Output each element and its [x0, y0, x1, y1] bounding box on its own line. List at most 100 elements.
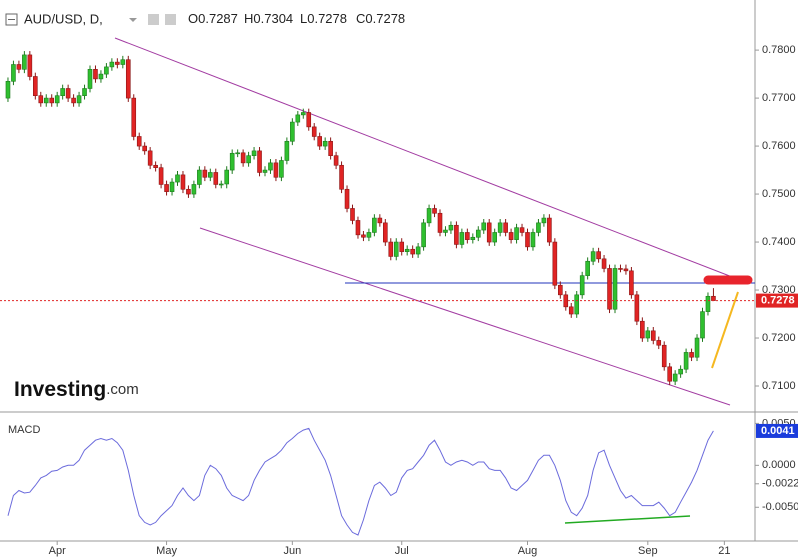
candle-body [404, 248, 410, 252]
candle-body [410, 248, 415, 255]
y-tick-label: 0.7200 [762, 332, 796, 344]
candle-body [125, 59, 131, 99]
candle-body [667, 366, 672, 382]
candle-body [27, 54, 33, 77]
macd-value-label: 0.0041 [761, 425, 795, 437]
candle-body [640, 320, 645, 339]
gear-icon[interactable] [165, 14, 176, 25]
y-tick-label: 0.7500 [762, 188, 796, 200]
candle-body [497, 222, 503, 233]
candle-body [191, 184, 197, 195]
candle-body [33, 76, 38, 96]
candle-body [372, 217, 377, 233]
x-tick-label: Sep [638, 545, 658, 557]
candle-body [279, 160, 284, 178]
candle-body [700, 311, 705, 339]
candle-body [115, 61, 120, 65]
x-tick-label: Aug [518, 545, 538, 557]
candle-body [623, 268, 629, 272]
candle-body [306, 112, 312, 128]
candle-body [492, 232, 497, 243]
candle-body [393, 241, 399, 257]
symbol-title: AUD/USD, D, [24, 11, 103, 26]
candle-body [153, 164, 158, 168]
candle-body [268, 162, 273, 171]
candle-body [104, 66, 109, 75]
candle-body [661, 344, 667, 368]
candle-body [109, 61, 115, 68]
collapse-icon[interactable] [5, 13, 18, 26]
macd-line [7, 427, 714, 536]
candle-body [120, 59, 126, 65]
y-tick-label: 0.7300 [762, 284, 796, 296]
candle-body [5, 80, 11, 99]
candle-body [235, 152, 240, 155]
candle-body [503, 222, 508, 233]
candle-body [344, 188, 350, 209]
candle-body [481, 222, 487, 231]
candle-body [49, 97, 55, 104]
ohlc-letter: C [356, 11, 365, 26]
candle-body [486, 222, 492, 243]
candle-body [530, 232, 536, 248]
candle-body [437, 212, 443, 233]
ohlc-readout: O0.7287 H0.7304 L0.7278 C0.7278 [188, 11, 405, 26]
candle-body [415, 246, 421, 255]
y-tick-label: 0.7400 [762, 236, 796, 248]
x-tick-label: 21 [718, 545, 730, 557]
candle-body [131, 97, 137, 137]
candle-body [38, 95, 44, 104]
candle-body [459, 232, 465, 245]
candle-body [328, 140, 333, 156]
x-tick-label: Jul [395, 545, 409, 557]
candle-body [65, 88, 71, 99]
candle-body [618, 268, 623, 270]
candle-body [519, 227, 525, 233]
candle-body [213, 172, 219, 185]
candle-body [612, 268, 618, 310]
candle-body [629, 270, 634, 296]
ohlc-letter: L [300, 11, 307, 26]
ohlc-item: H0.7304 [244, 11, 293, 26]
candle-body [585, 260, 590, 276]
candle-body [432, 208, 437, 214]
candle-body [634, 294, 640, 322]
candle-body [339, 164, 344, 190]
candle-body [443, 229, 448, 233]
candle-body [333, 155, 339, 166]
candle-body [262, 169, 268, 173]
candle-body [601, 258, 607, 269]
candle-body [694, 337, 700, 358]
candle-body [421, 222, 426, 248]
x-tick-label: Jun [283, 545, 301, 557]
candle-body [98, 73, 104, 80]
dropdown-arrow[interactable] [129, 18, 137, 22]
candle-body [579, 275, 585, 296]
candle-body [361, 234, 366, 238]
candle-body [547, 217, 552, 243]
candle-body [311, 126, 317, 137]
candle-body [465, 232, 470, 240]
candle-body [246, 155, 251, 164]
ohlc-item: C0.7278 [356, 11, 405, 26]
ohlc-item: O0.7287 [188, 11, 238, 26]
ohlc-letter: H [244, 11, 253, 26]
candle-body [536, 222, 541, 233]
candle-body [60, 88, 65, 96]
divergence-line [564, 515, 691, 524]
macd-y-tick-label: 0.0000 [762, 459, 796, 471]
candle-body [197, 169, 202, 185]
upper-channel-line [114, 37, 741, 281]
candle-body [525, 232, 530, 248]
ohlc-item: L0.7278 [300, 11, 347, 26]
x-tick-label: May [156, 545, 177, 557]
candle-body [87, 69, 93, 89]
current-price-box [756, 293, 798, 308]
settings-icon[interactable] [148, 14, 159, 25]
candle-body [366, 232, 372, 238]
x-tick-label: Apr [49, 545, 66, 557]
candle-body [683, 352, 689, 370]
candle-body [475, 229, 481, 238]
candle-body [71, 97, 76, 104]
